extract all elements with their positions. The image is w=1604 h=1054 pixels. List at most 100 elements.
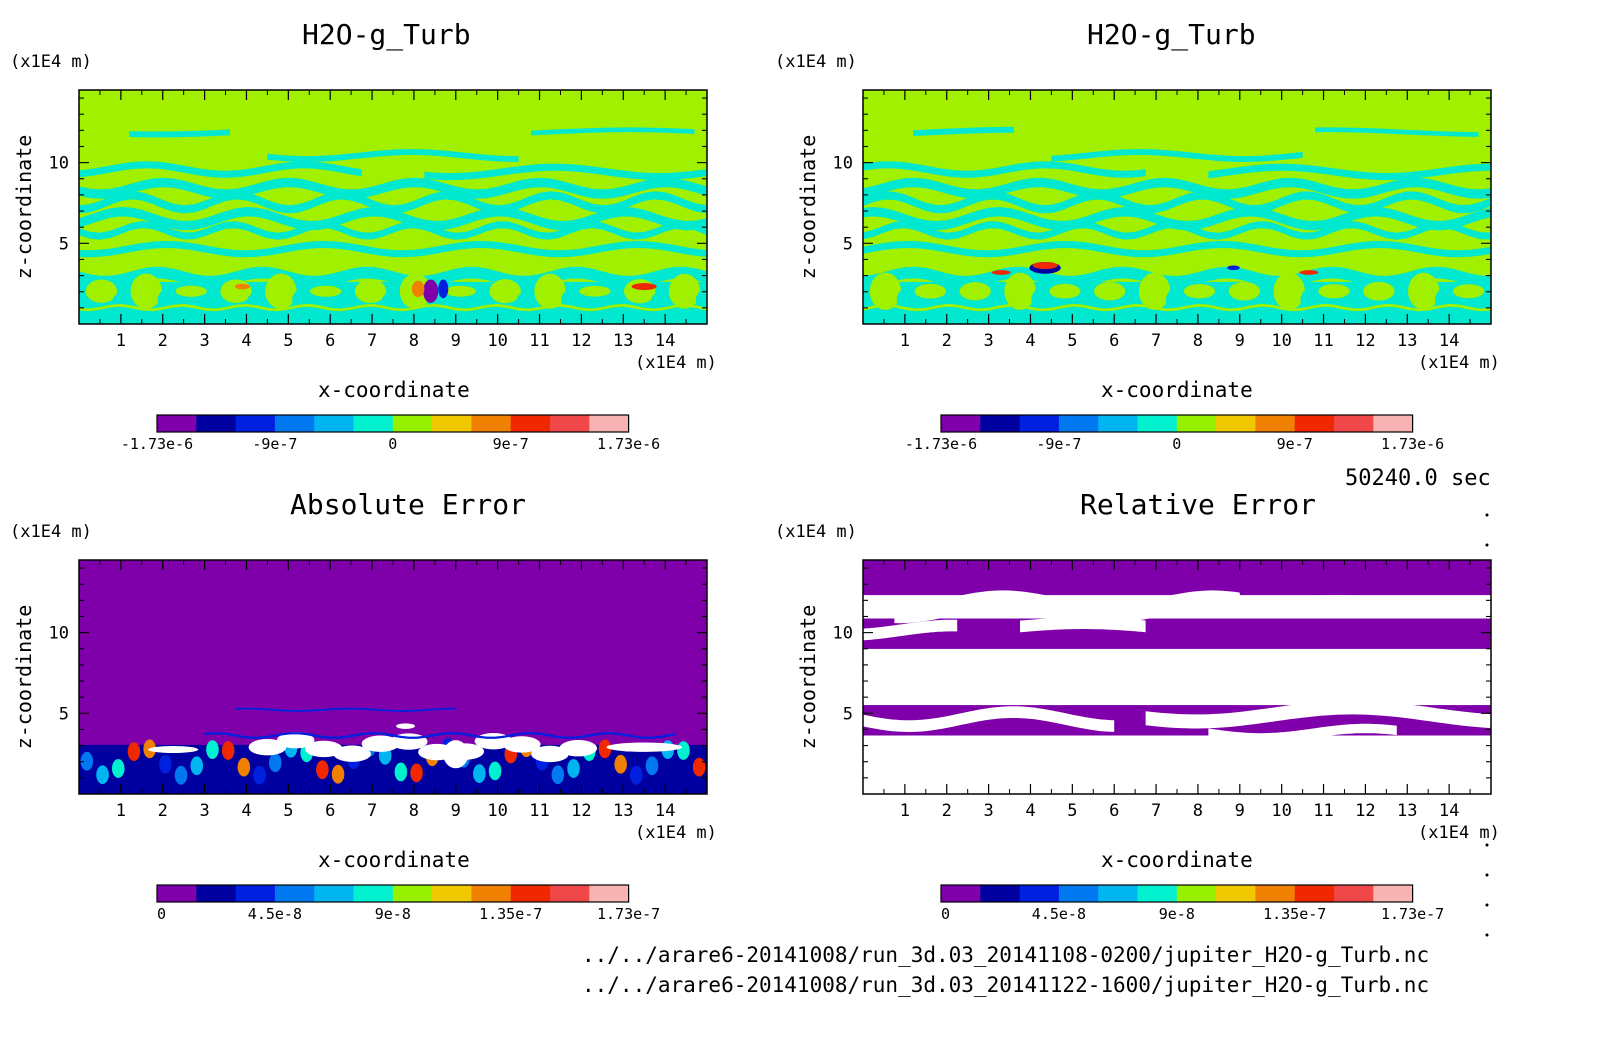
colorbar-label: 1.35e-7 [1263, 905, 1326, 923]
x-tick-label: 8 [1193, 331, 1203, 351]
x-tick-label: 10 [1271, 331, 1291, 351]
x-tick-label: 5 [283, 801, 293, 821]
heatmap-field [79, 560, 707, 794]
field-eddy [1138, 272, 1171, 310]
field-streak [863, 191, 1491, 214]
field-streak [79, 241, 707, 258]
error-saturated [333, 745, 372, 762]
field-streak [79, 303, 707, 312]
error-saturated [361, 735, 400, 752]
x-tick-label: 4 [1025, 331, 1035, 351]
field-eddy [337, 297, 353, 304]
field-eddy [381, 293, 397, 308]
colorbar-swatch [314, 415, 354, 432]
colorbar-label: -9e-7 [1036, 435, 1081, 453]
x-tick-label: 5 [283, 331, 293, 351]
field-eddy [1049, 283, 1081, 299]
field-streak [863, 161, 1146, 178]
field-eddy [265, 273, 297, 309]
y-tick-label: 5 [59, 234, 69, 254]
colorbar-swatch [314, 885, 354, 902]
error-eddy [111, 759, 125, 778]
field-eddy [606, 297, 622, 304]
field-streak [863, 241, 1491, 258]
error-eddy [316, 760, 329, 780]
field-streak [863, 177, 1491, 199]
colorbar-swatch [941, 885, 981, 902]
field-streak [1315, 127, 1479, 137]
field-eddy [534, 273, 566, 309]
colorbar-label: 0 [388, 435, 397, 453]
error-saturated [559, 740, 598, 757]
x-axis-label: x-coordinate [1101, 848, 1253, 872]
colorbar-swatch [471, 885, 512, 902]
error-eddy [159, 754, 172, 774]
field-eddy [1183, 284, 1216, 299]
error-eddy [96, 765, 109, 785]
colorbar-swatch [1255, 885, 1296, 902]
x-tick-label: 3 [983, 331, 993, 351]
x-tick-label: 5 [1067, 801, 1077, 821]
x-tick-label: 2 [158, 331, 168, 351]
field-eddy [668, 273, 701, 309]
field-streak [79, 161, 362, 178]
rel-error-gap [894, 590, 1240, 624]
field-anomaly [1299, 270, 1319, 275]
colorbar-swatch [1058, 415, 1099, 432]
field-anomaly [1227, 265, 1240, 271]
colorbar-swatch [392, 885, 433, 902]
colorbar-swatch [1294, 415, 1335, 432]
error-eddy [614, 754, 627, 774]
field-eddy [941, 296, 957, 306]
colorbar-label: -9e-7 [252, 435, 297, 453]
colorbar-frame [156, 884, 630, 903]
error-eddy [598, 739, 612, 759]
error-eddy [630, 765, 643, 785]
x-tick-label: 14 [655, 331, 675, 351]
field-eddy [112, 293, 128, 308]
x-tick-label: 13 [613, 801, 633, 821]
x-tick-label: 6 [325, 331, 335, 351]
field-eddy [1390, 294, 1406, 307]
field-eddy [1165, 289, 1181, 312]
error-eddy [567, 759, 580, 778]
field-eddy [130, 273, 162, 309]
margin-dot [1485, 903, 1489, 907]
x-tick-label: 14 [1439, 331, 1459, 351]
error-eddy [473, 764, 486, 784]
field-streak [1208, 163, 1491, 181]
error-eddy [488, 761, 502, 781]
field-anomaly [1032, 261, 1058, 270]
rel-error-gap [1239, 595, 1491, 619]
field-eddy [1210, 296, 1226, 305]
rel-error-gap [863, 619, 958, 641]
field-eddy [651, 293, 667, 308]
x-tick-label: 13 [1397, 801, 1417, 821]
y-axis-label: z-coordinate [12, 135, 36, 280]
error-eddy [237, 757, 251, 777]
colorbar-label: 9e-7 [493, 435, 529, 453]
error-eddy [174, 765, 188, 785]
colorbar-swatch [1019, 415, 1060, 432]
field-anomaly [423, 279, 439, 303]
margin-dot [1485, 873, 1489, 877]
x-tick-label: 12 [1355, 331, 1375, 351]
error-eddy [551, 765, 565, 785]
field-eddy [175, 285, 207, 297]
x-tick-label: 14 [1439, 801, 1459, 821]
file-path-1: ../../arare6-20141008/run_3d.03_20141108… [582, 943, 1430, 967]
colorbar: 0 4.5e-8 9e-8 1.35e-7 1.73e-7 [156, 884, 660, 923]
error-eddy [127, 742, 141, 761]
field-eddy [1273, 272, 1305, 310]
field-eddy [516, 293, 532, 308]
field-streak [863, 221, 1491, 240]
colorbar-label: 4.5e-8 [248, 905, 302, 923]
colorbar-swatch [392, 415, 433, 432]
colorbar-swatch [1216, 885, 1256, 902]
field-anomaly [991, 270, 1011, 275]
colorbar-swatch [1294, 885, 1335, 902]
x-tick-label: 1 [116, 331, 126, 351]
field-streak [863, 266, 1491, 288]
